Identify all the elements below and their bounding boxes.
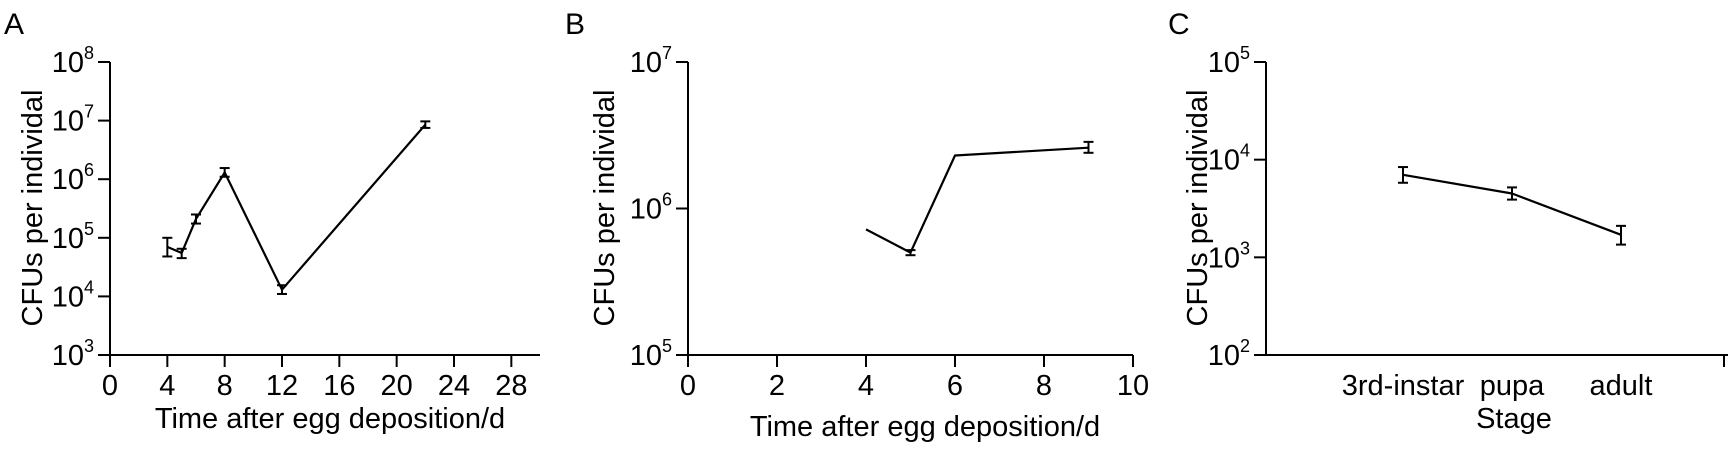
y-tick-label: 107 — [630, 43, 672, 79]
error-bar — [191, 213, 201, 225]
x-axis-label: Time after egg deposition/d — [750, 411, 1100, 443]
error-bar — [905, 249, 916, 257]
x-tick-label: 10 — [1117, 370, 1149, 402]
x-tick-label: 4 — [858, 370, 874, 402]
y-axis-label: CFUs per individal — [17, 90, 49, 327]
y-tick-label: 103 — [52, 336, 94, 372]
y-tick-label: 104 — [1208, 141, 1250, 177]
x-tick-label: 12 — [266, 370, 298, 402]
series-line — [865, 146, 1089, 254]
panel-letter-c: C — [1168, 8, 1190, 41]
x-tick-label: 8 — [1036, 370, 1052, 402]
error-bar — [1507, 186, 1517, 201]
chart-panel-b: B 105 106 107 0 2 4 6 8 10 Time after egg depositi… — [565, 8, 1149, 443]
error-bar — [176, 247, 187, 260]
x-tick-label: 16 — [323, 370, 355, 402]
error-bar — [1398, 166, 1408, 184]
x-tick-label: 6 — [947, 370, 963, 402]
x-tick-label: 0 — [680, 370, 696, 402]
x-tick-label: 4 — [159, 370, 175, 402]
y-tick-label: 106 — [52, 160, 94, 196]
x-tick-label: 28 — [495, 370, 527, 402]
x-tick-label: 2 — [769, 370, 785, 402]
error-bar — [420, 120, 431, 129]
y-tick-label: 102 — [1208, 336, 1250, 372]
y-tick-label: 104 — [52, 277, 94, 313]
y-tick-label: 105 — [52, 219, 94, 255]
error-bar — [277, 284, 287, 295]
x-tick-label: 24 — [438, 370, 470, 402]
y-tick-label: 105 — [630, 336, 672, 372]
y-axis-label: CFUs per individal — [1182, 90, 1214, 327]
x-tick-label: 8 — [217, 370, 233, 402]
x-category-label: pupa — [1480, 370, 1545, 402]
y-tick-label: 108 — [52, 43, 94, 79]
x-axis-label: Stage — [1476, 403, 1552, 435]
error-bar — [162, 236, 173, 258]
chart-panel-c: C 102 103 104 105 3rd-instar pupa adult Stage CFU… — [1168, 8, 1728, 435]
series-line — [1402, 173, 1622, 236]
y-tick-label: 107 — [52, 102, 94, 138]
x-tick-label: 0 — [102, 370, 118, 402]
panel-letter-b: B — [565, 8, 585, 41]
series-line — [166, 123, 427, 291]
y-tick-label: 103 — [1208, 238, 1250, 274]
x-category-label: adult — [1590, 370, 1653, 402]
error-bar — [1616, 224, 1626, 246]
x-axis-label: Time after egg deposition/d — [155, 403, 505, 435]
y-tick-label: 106 — [630, 190, 672, 226]
error-bar — [1083, 140, 1094, 154]
y-tick-label: 105 — [1208, 43, 1250, 79]
y-axis-label: CFUs per individal — [589, 90, 621, 327]
error-bar — [219, 167, 230, 178]
x-tick-label: 20 — [381, 370, 413, 402]
panel-letter-a: A — [4, 8, 24, 41]
x-category-label: 3rd-instar — [1342, 370, 1465, 402]
